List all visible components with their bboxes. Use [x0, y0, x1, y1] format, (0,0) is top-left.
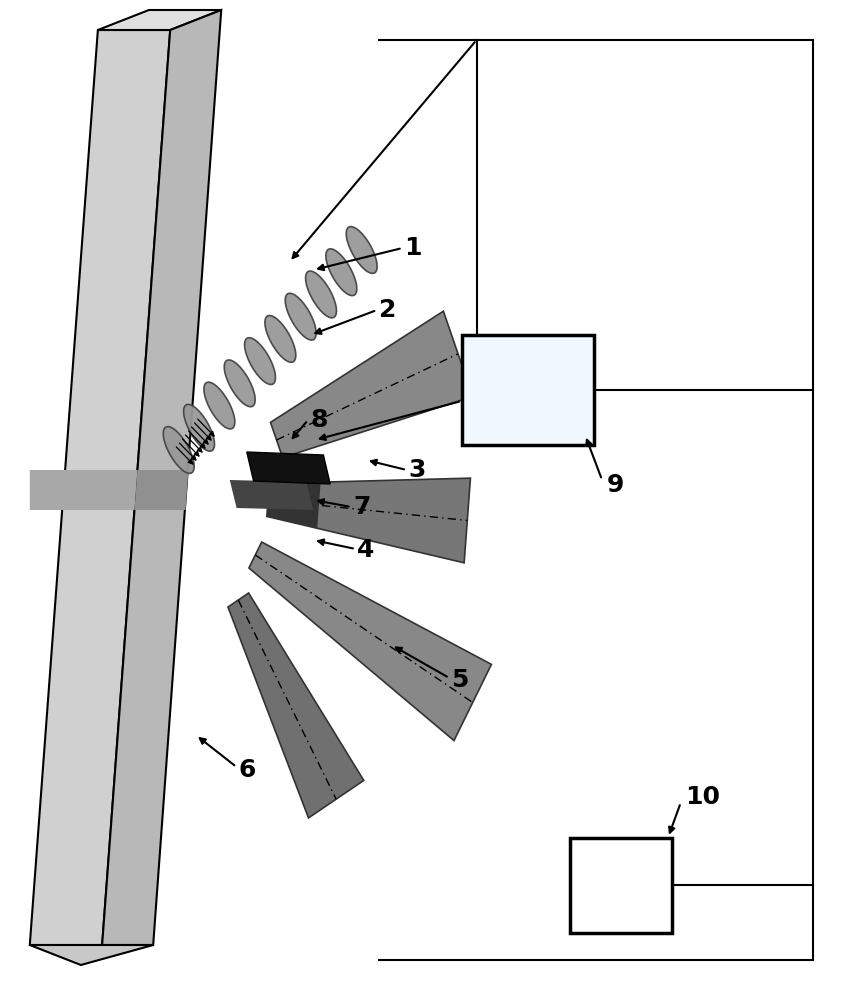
Polygon shape	[134, 470, 189, 510]
Text: 2: 2	[379, 298, 396, 322]
Polygon shape	[102, 10, 221, 945]
Polygon shape	[228, 593, 363, 818]
Text: 7: 7	[353, 495, 370, 519]
Ellipse shape	[244, 338, 276, 385]
Polygon shape	[247, 452, 330, 484]
Text: 1: 1	[404, 236, 422, 260]
Bar	[570, 838, 672, 932]
Ellipse shape	[346, 227, 377, 273]
Ellipse shape	[285, 293, 316, 340]
Text: 8: 8	[311, 408, 328, 432]
Polygon shape	[30, 30, 170, 945]
Ellipse shape	[225, 360, 255, 407]
Text: 10: 10	[685, 786, 720, 810]
Text: 6: 6	[238, 758, 255, 782]
Ellipse shape	[306, 271, 336, 318]
Polygon shape	[271, 311, 472, 458]
Polygon shape	[267, 478, 471, 563]
Polygon shape	[98, 10, 221, 30]
Polygon shape	[30, 945, 153, 965]
Ellipse shape	[184, 404, 214, 451]
Text: 3: 3	[408, 458, 426, 482]
Polygon shape	[248, 542, 491, 741]
Polygon shape	[30, 470, 138, 510]
Polygon shape	[267, 482, 321, 528]
Bar	[461, 335, 594, 445]
Ellipse shape	[163, 427, 194, 473]
Polygon shape	[230, 480, 313, 510]
Ellipse shape	[265, 315, 296, 362]
Ellipse shape	[326, 249, 357, 296]
Ellipse shape	[204, 382, 235, 429]
Text: 5: 5	[451, 668, 468, 692]
Text: 9: 9	[606, 473, 624, 497]
Text: 4: 4	[357, 538, 374, 562]
